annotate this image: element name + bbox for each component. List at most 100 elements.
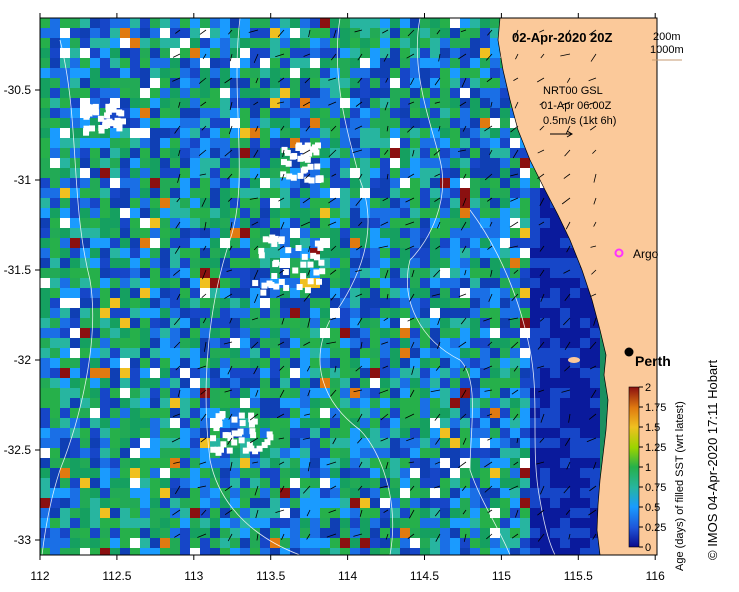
sst-cell: [570, 268, 580, 278]
sst-cell: [220, 328, 230, 338]
sst-cell: [120, 538, 130, 548]
sst-cell: [150, 508, 160, 518]
sst-cell: [60, 178, 70, 188]
missing-data-cell: [319, 268, 326, 275]
sst-cell: [480, 438, 490, 448]
current-arrow: [564, 365, 571, 372]
missing-data-cell: [97, 115, 104, 122]
sst-cell: [530, 278, 540, 288]
sst-cell: [200, 518, 210, 528]
current-arrow: [357, 437, 363, 444]
current-arrow: [566, 245, 571, 253]
sst-cell: [190, 238, 200, 248]
sst-cell: [470, 408, 480, 418]
sst-cell: [70, 488, 80, 498]
sst-cell: [290, 498, 300, 508]
sst-cell: [380, 198, 390, 208]
sst-cell: [130, 498, 140, 508]
sst-cell: [440, 368, 450, 378]
sst-cell: [200, 338, 210, 348]
current-arrow: [435, 533, 441, 542]
sst-cell: [120, 438, 130, 448]
sst-cell: [200, 388, 210, 398]
sst-cell: [540, 408, 550, 418]
missing-data-cell: [260, 289, 267, 296]
sst-cell: [270, 138, 280, 148]
sst-cell: [70, 418, 80, 428]
sst-cell: [380, 208, 390, 218]
current-arrow: [306, 365, 311, 372]
sst-cell: [350, 398, 360, 408]
sst-cell: [90, 258, 100, 268]
sst-cell: [310, 78, 320, 88]
sst-cell: [140, 68, 150, 78]
sst-cell: [240, 478, 250, 488]
sst-cell: [390, 398, 400, 408]
sst-cell: [290, 248, 300, 258]
sst-cell: [470, 88, 480, 98]
sst-cell: [80, 448, 90, 458]
sst-cell: [250, 368, 260, 378]
sst-cell: [220, 368, 230, 378]
sst-cell: [90, 418, 100, 428]
sst-cell: [180, 498, 190, 508]
sst-cell: [110, 168, 120, 178]
sst-cell: [130, 198, 140, 208]
current-arrow: [565, 509, 571, 515]
sst-cell: [410, 188, 420, 198]
colorbar-tick-label: 0.25: [645, 522, 666, 534]
sst-cell: [470, 548, 480, 555]
sst-cell: [240, 218, 250, 228]
current-arrow: [255, 77, 259, 84]
sst-cell: [470, 308, 480, 318]
sst-cell: [90, 378, 100, 388]
sst-cell: [280, 288, 290, 298]
sst-cell: [220, 48, 230, 58]
sst-cell: [190, 388, 200, 398]
sst-cell: [420, 248, 430, 258]
sst-cell: [430, 168, 440, 178]
argo-marker[interactable]: Argo: [614, 247, 659, 261]
sst-cell: [340, 218, 350, 228]
sst-cell: [100, 268, 110, 278]
sst-cell: [400, 38, 410, 48]
sst-cell: [230, 278, 240, 288]
sst-cell: [150, 418, 160, 428]
sst-cell: [170, 408, 180, 418]
sst-cell: [410, 448, 420, 458]
sst-cell: [340, 38, 350, 48]
map-plot-area[interactable]: [40, 18, 657, 558]
sst-cell: [510, 528, 520, 538]
sst-cell: [310, 538, 320, 548]
sst-cell: [240, 498, 250, 508]
sst-cell: [310, 18, 320, 28]
sst-cell: [100, 418, 110, 428]
current-arrow: [358, 221, 363, 227]
sst-cell: [340, 418, 350, 428]
sst-cell: [190, 428, 200, 438]
sst-cell: [440, 218, 450, 228]
sst-cell: [190, 208, 200, 218]
sst-cell: [330, 228, 340, 238]
sst-cell: [130, 278, 140, 288]
perth-marker[interactable]: Perth: [624, 347, 671, 370]
sst-cell: [300, 268, 310, 278]
sst-cell: [540, 508, 550, 518]
missing-data-cell: [84, 103, 91, 110]
sst-cell: [130, 158, 140, 168]
sst-cell: [310, 428, 320, 438]
sst-cell: [380, 318, 390, 328]
sst-cell: [140, 508, 150, 518]
sst-cell: [220, 28, 230, 38]
missing-data-cell: [238, 437, 245, 444]
sst-cell: [130, 138, 140, 148]
sst-cell: [330, 238, 340, 248]
sst-cell: [470, 118, 480, 128]
sst-cell: [170, 288, 180, 298]
sst-cell: [430, 38, 440, 48]
current-arrow: [589, 365, 597, 370]
missing-data-cell: [102, 122, 109, 129]
sst-cell: [50, 318, 60, 328]
sst-cell: [480, 88, 490, 98]
sst-cell: [220, 458, 230, 468]
